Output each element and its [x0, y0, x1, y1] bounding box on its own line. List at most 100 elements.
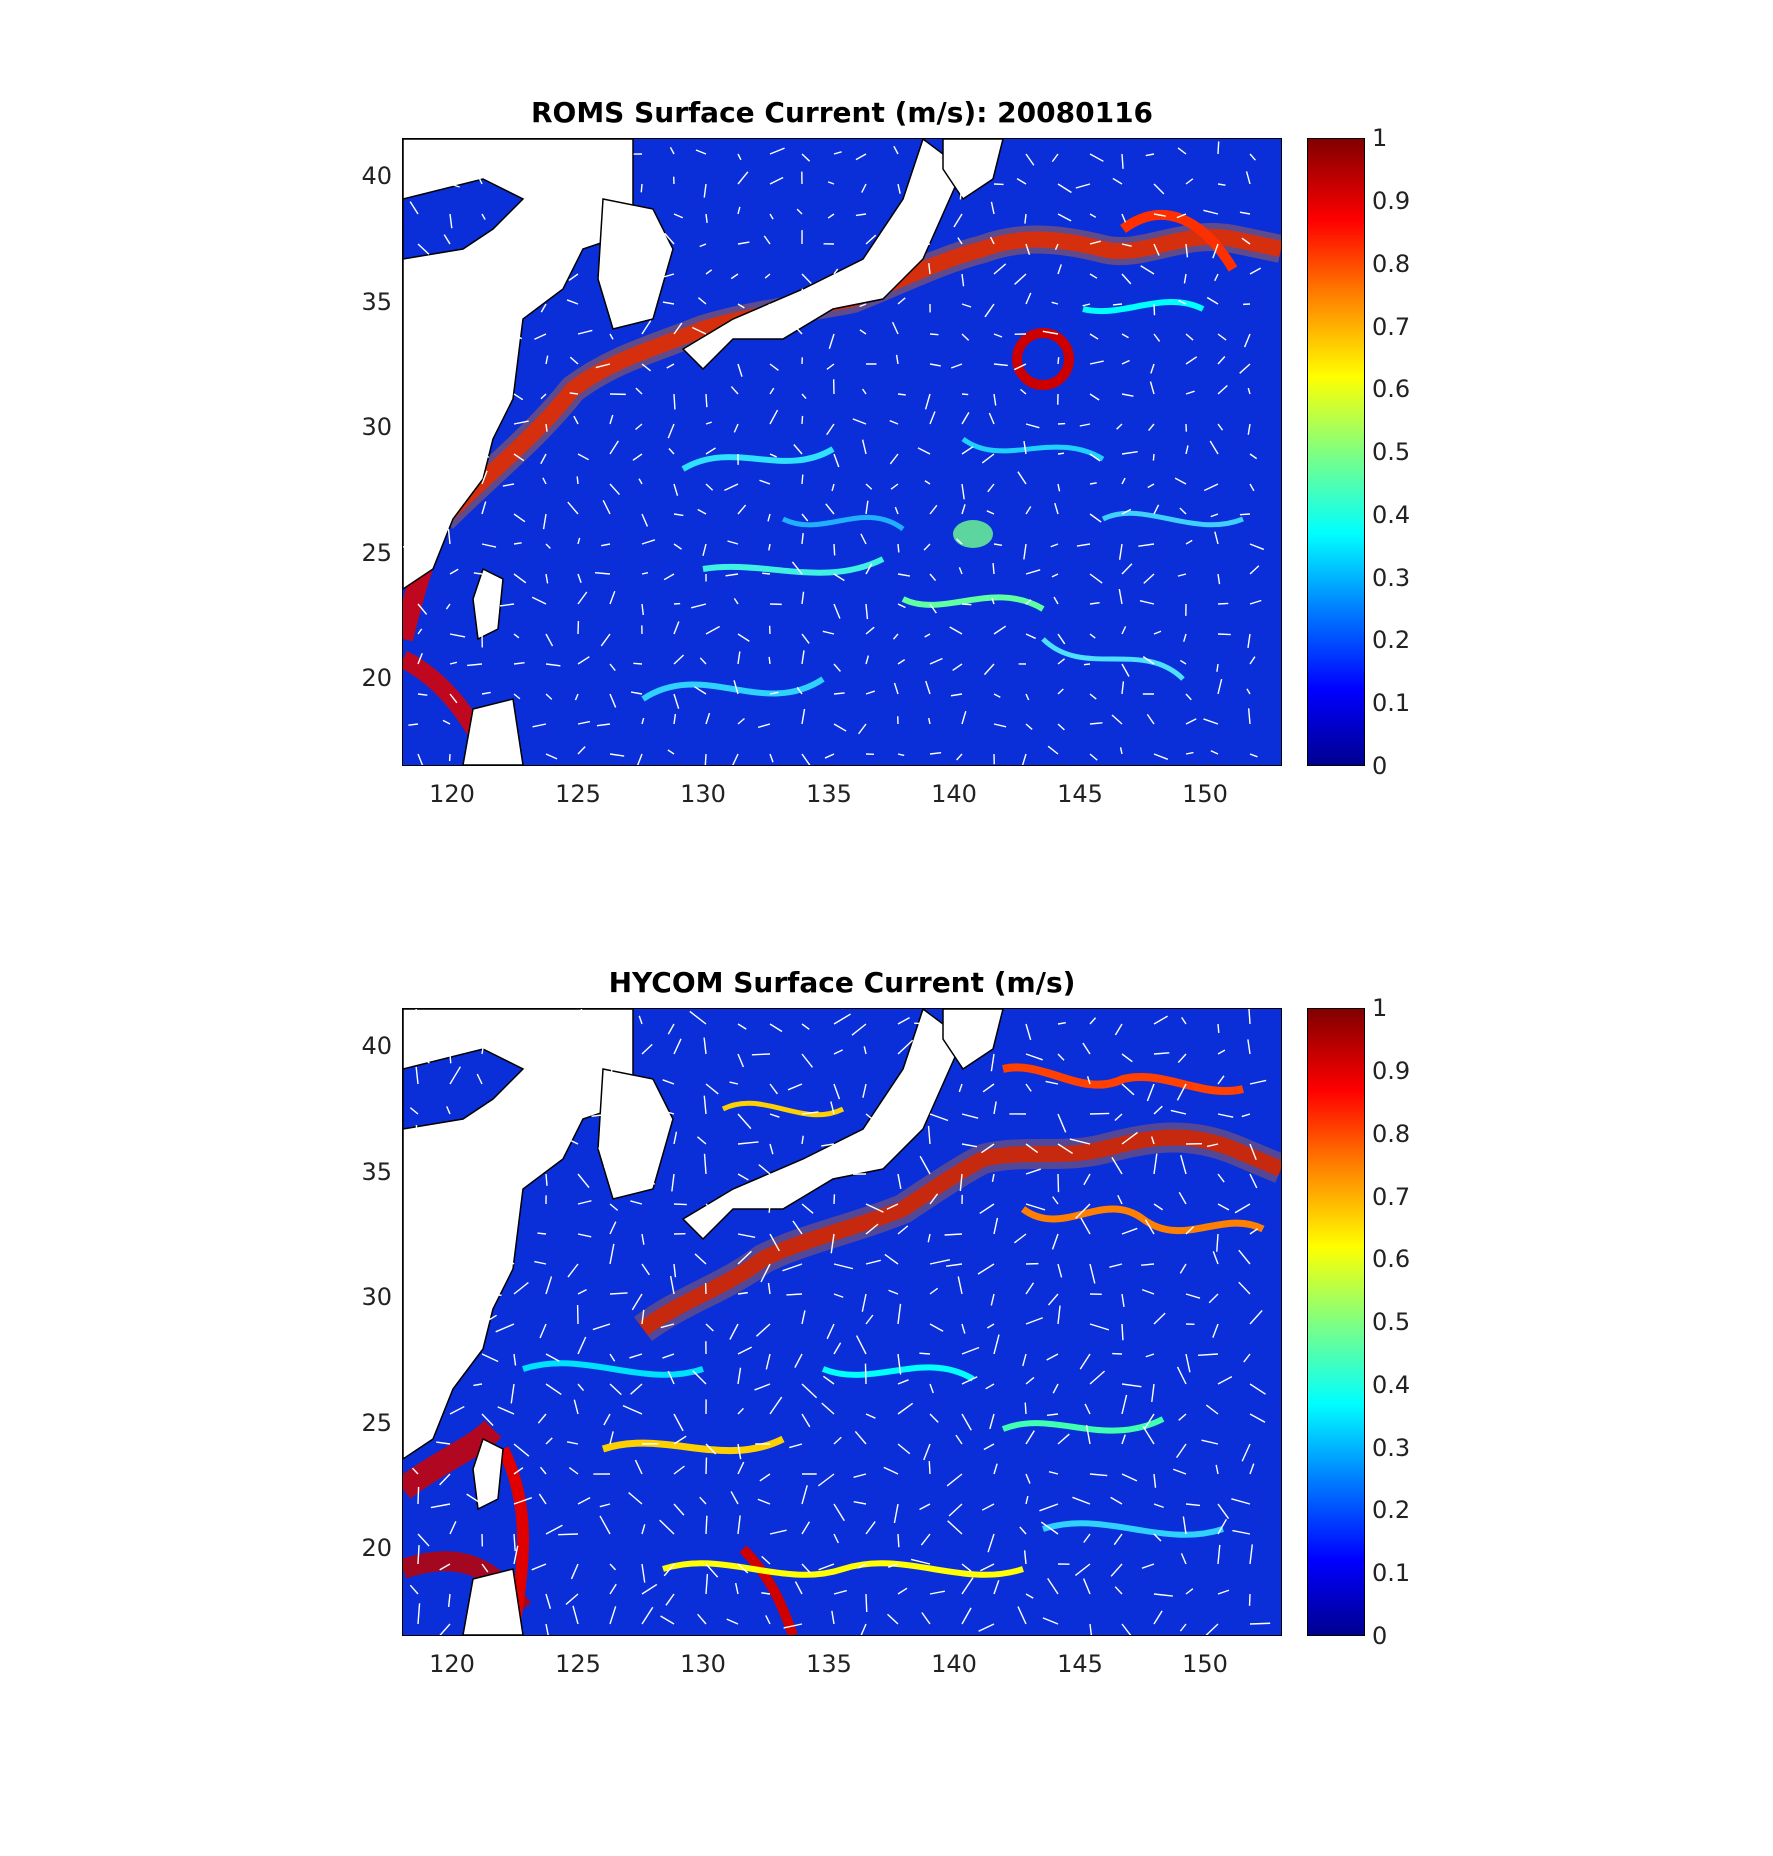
velocity-arrow [481, 501, 487, 515]
velocity-arrow [1042, 1617, 1059, 1625]
velocity-arrow [595, 363, 611, 369]
velocity-arrow [481, 236, 494, 245]
lat-tick: 25 [361, 1409, 392, 1437]
velocity-arrow [1121, 393, 1134, 397]
velocity-arrow [759, 1473, 771, 1482]
velocity-arrow [929, 1590, 946, 1595]
velocity-arrow [481, 1184, 489, 1205]
velocity-arrow [897, 243, 908, 248]
velocity-arrow [407, 512, 419, 515]
velocity-arrow [1249, 1079, 1267, 1085]
velocity-arrow [1121, 243, 1132, 247]
velocity-arrow [1249, 1228, 1259, 1235]
velocity-arrow [823, 1375, 835, 1385]
velocity-arrow [1089, 453, 1101, 462]
velocity-arrow [1238, 1249, 1251, 1265]
velocity-arrow [865, 1314, 874, 1325]
velocity-arrow [1039, 1503, 1059, 1512]
velocity-arrow [1114, 1113, 1123, 1122]
velocity-arrow [737, 206, 741, 215]
velocity-arrow [833, 268, 839, 275]
velocity-arrow [914, 243, 931, 248]
colorbar-tick: 0 [1372, 1622, 1388, 1650]
velocity-arrow [929, 1113, 949, 1122]
velocity-arrow [993, 1217, 999, 1235]
velocity-arrow [513, 273, 521, 279]
velocity-arrow [801, 1485, 808, 1505]
velocity-arrow [641, 1309, 645, 1325]
velocity-arrow [641, 320, 652, 335]
velocity-arrow [545, 1083, 553, 1099]
velocity-arrow [449, 483, 462, 495]
velocity-arrow [703, 1095, 707, 1115]
velocity-arrow [892, 273, 899, 282]
velocity-arrow [1025, 243, 1031, 255]
velocity-arrow [1217, 1049, 1226, 1055]
velocity-arrow [1174, 477, 1187, 485]
velocity-arrow [476, 328, 483, 335]
velocity-arrow [801, 415, 804, 425]
velocity-arrow [1246, 688, 1251, 695]
land-mask [403, 1009, 1004, 1635]
velocity-arrow [1179, 659, 1187, 665]
velocity-arrow [978, 1623, 995, 1632]
velocity-arrow [759, 479, 771, 485]
velocity-arrow [919, 1155, 931, 1175]
velocity-arrow [596, 723, 611, 727]
colorbar-tick: 0.2 [1372, 1496, 1411, 1524]
velocity-arrow [855, 213, 867, 217]
velocity-arrow [673, 1263, 677, 1278]
velocity-arrow [1089, 360, 1104, 365]
velocity-arrow [694, 686, 707, 695]
velocity-arrow [1177, 147, 1187, 155]
velocity-arrow [1205, 1404, 1219, 1415]
colorbar-tick: 0.8 [1372, 1120, 1411, 1148]
velocity-arrow [1082, 1042, 1091, 1055]
velocity-arrow [577, 1497, 591, 1505]
velocity-arrow [769, 409, 779, 425]
velocity-arrow [1089, 333, 1099, 340]
velocity-arrow [1053, 596, 1059, 605]
velocity-arrow [961, 1577, 974, 1595]
velocity-arrow [481, 1023, 497, 1038]
colorbar-tick: 0.7 [1372, 313, 1411, 341]
velocity-arrow [1121, 626, 1127, 635]
velocity-arrow [1086, 1076, 1091, 1085]
velocity-arrow [481, 470, 488, 485]
velocity-arrow [669, 1275, 675, 1295]
velocity-arrow [801, 1053, 814, 1068]
velocity-arrow [929, 1383, 934, 1394]
velocity-arrow [1142, 656, 1155, 665]
velocity-arrow [801, 1383, 818, 1399]
velocity-arrow [801, 1203, 814, 1214]
velocity-arrow [573, 415, 579, 425]
velocity-arrow [863, 1046, 867, 1055]
velocity-arrow [430, 1503, 451, 1509]
velocity-arrow [764, 329, 771, 335]
velocity-arrow [641, 363, 652, 372]
velocity-arrow [694, 1253, 707, 1265]
velocity-arrow [791, 561, 803, 575]
velocity-arrow [825, 503, 835, 515]
velocity-arrow [794, 1353, 803, 1368]
velocity-arrow [948, 1503, 963, 1517]
velocity-arrow [609, 590, 616, 605]
lon-tick: 120 [429, 780, 475, 808]
velocity-arrow [592, 1323, 611, 1331]
velocity-arrow [957, 237, 963, 245]
velocity-arrow [545, 693, 553, 700]
velocity-arrow [897, 1379, 909, 1385]
lat-tick: 40 [361, 1032, 392, 1060]
velocity-arrow [961, 504, 966, 515]
velocity-arrow [1110, 1563, 1123, 1577]
velocity-arrow [540, 393, 547, 400]
velocity-arrow [691, 603, 707, 609]
velocity-arrow [1083, 663, 1091, 666]
velocity-arrow [513, 542, 522, 545]
velocity-arrow [959, 1173, 963, 1192]
colorbar-tick: 0.3 [1372, 564, 1411, 592]
velocity-arrow [961, 1323, 966, 1334]
velocity-arrow [633, 662, 643, 665]
velocity-arrow [959, 183, 963, 200]
velocity-arrow [764, 273, 771, 279]
